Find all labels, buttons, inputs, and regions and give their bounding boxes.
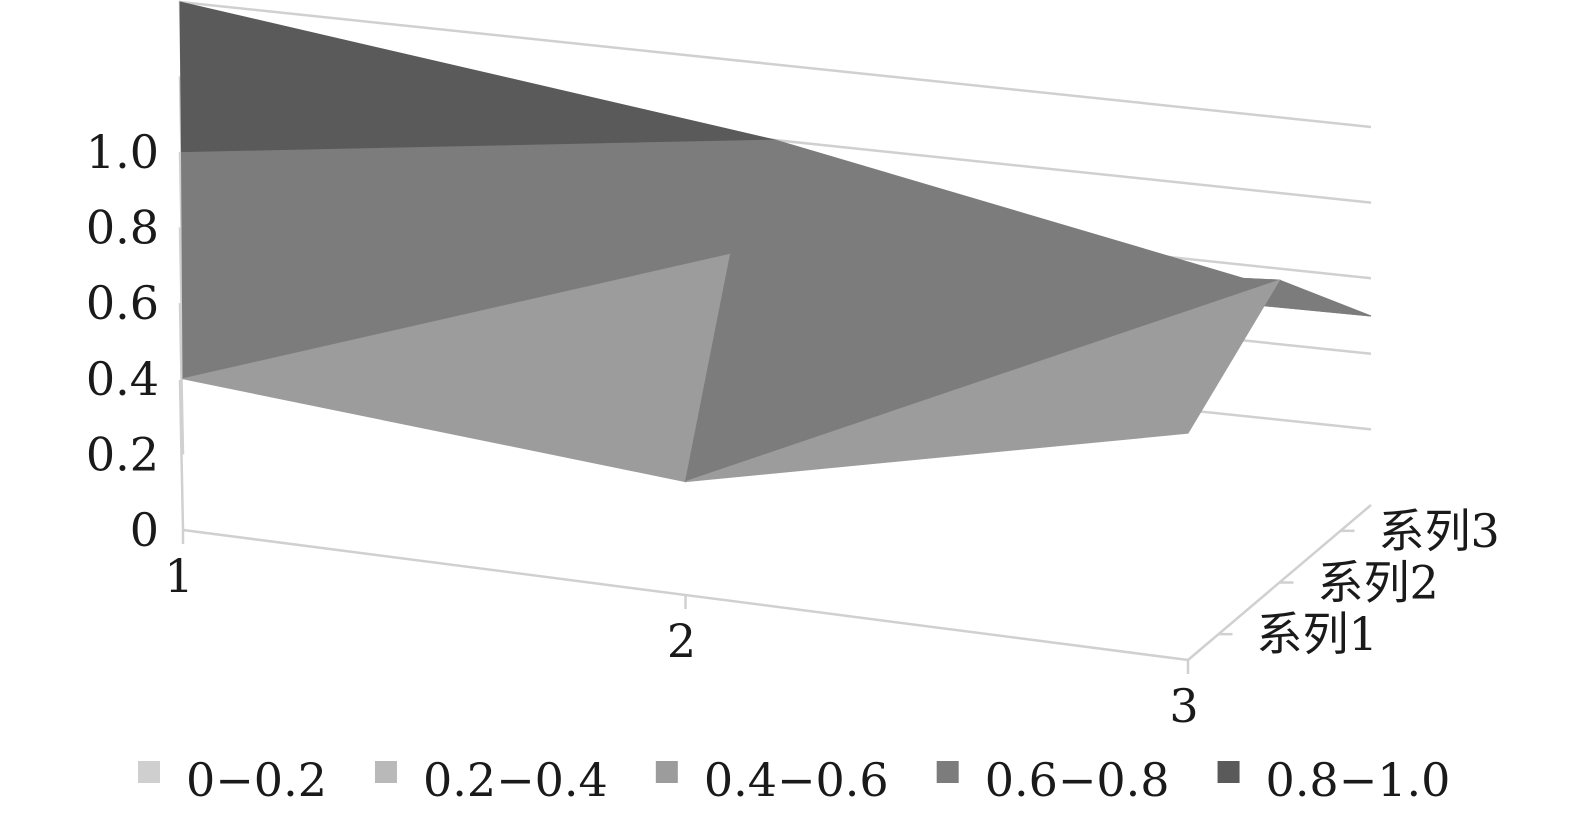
y-tick-label: 系列3 xyxy=(1379,504,1500,558)
legend-label: 0.2−0.4 xyxy=(423,753,608,807)
axis-layer xyxy=(178,379,1372,674)
x-tick-label: 2 xyxy=(667,614,696,668)
legend-label: 0.8−1.0 xyxy=(1266,753,1451,807)
legend-swatch xyxy=(374,761,397,783)
z-tick-label: 0.2 xyxy=(86,427,159,481)
legend-swatch xyxy=(655,761,678,783)
z-tick-label: 0.4 xyxy=(86,352,159,406)
surface-facet xyxy=(685,279,1281,483)
y-tick-label: 系列2 xyxy=(1318,556,1439,610)
x-tick-label: 3 xyxy=(1169,679,1198,733)
z-tick-label: 1.0 xyxy=(86,125,159,179)
z-tick-label: 0.6 xyxy=(86,276,159,330)
legend-layer: 0−0.2 0.2−0.4 0.4−0.6 0.6−0.8 0.8−1.0 xyxy=(138,753,1450,807)
x-tick-label: 1 xyxy=(164,549,193,603)
z-tick-label: 0.8 xyxy=(86,201,159,255)
legend-swatch xyxy=(138,761,160,783)
z-tick-label: 0 xyxy=(130,503,159,557)
surface-facet xyxy=(179,1,776,154)
legend-label: 0−0.2 xyxy=(186,753,327,807)
y-tick-label: 系列1 xyxy=(1257,607,1378,661)
surface-layer xyxy=(179,1,1372,483)
floor-left-edge xyxy=(178,379,185,531)
legend-swatch xyxy=(936,761,959,783)
legend-label: 0.4−0.6 xyxy=(704,753,889,807)
legend-swatch xyxy=(1217,761,1240,783)
legend-label: 0.6−0.8 xyxy=(985,753,1170,807)
